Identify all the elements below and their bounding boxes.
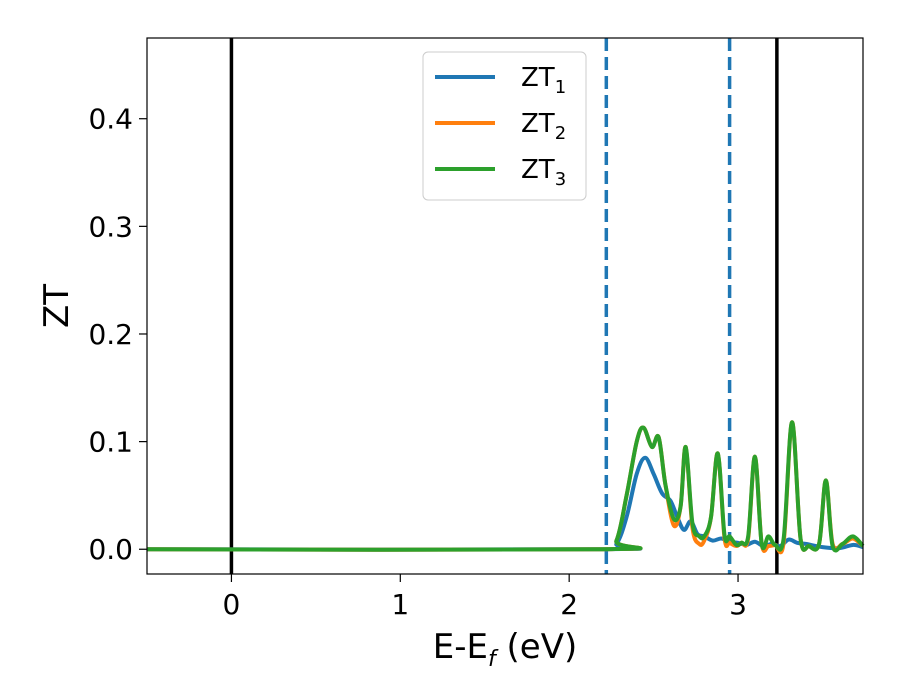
x-tick-label: 3 <box>729 588 747 621</box>
y-axis-label: ZT <box>37 284 77 328</box>
y-tick-label: 0.0 <box>88 533 133 566</box>
series-lines <box>146 420 865 555</box>
y-tick-label: 0.1 <box>88 426 133 459</box>
series-line-zt1 <box>146 455 864 552</box>
legend-label-zt2: ZT2 <box>521 109 566 144</box>
y-tick-label: 0.2 <box>88 318 133 351</box>
x-axis-label-base: E-E <box>433 627 488 667</box>
legend-box <box>422 51 587 201</box>
x-tick-label: 2 <box>560 588 578 621</box>
y-tick-label: 0.3 <box>88 210 133 243</box>
legend-label-base: ZT <box>521 109 555 139</box>
x-axis-label: E-Ef (eV) <box>433 627 578 672</box>
legend-label-subscript: 3 <box>555 169 566 190</box>
y-tick-label: 0.4 <box>88 103 133 136</box>
x-tick-label: 1 <box>391 588 409 621</box>
legend-label-zt1: ZT1 <box>521 63 566 98</box>
plot-frame <box>146 37 864 575</box>
x-axis-label-subscript: f <box>488 647 499 672</box>
legend-label-zt3: ZT3 <box>521 155 566 190</box>
x-axis-label-suffix: (eV) <box>496 627 578 667</box>
legend-label-base: ZT <box>521 155 555 185</box>
legend-label-subscript: 1 <box>555 77 566 98</box>
y-axis-ticks: 0.0 0.1 0.2 0.3 0.4 <box>88 103 147 566</box>
legend-label-subscript: 2 <box>555 123 566 144</box>
vertical-reference-lines <box>229 38 779 574</box>
series-line-zt3 <box>146 420 865 553</box>
x-axis-ticks: 0 1 2 3 <box>223 574 747 621</box>
x-tick-label: 0 <box>223 588 241 621</box>
legend-label-base: ZT <box>521 63 555 93</box>
